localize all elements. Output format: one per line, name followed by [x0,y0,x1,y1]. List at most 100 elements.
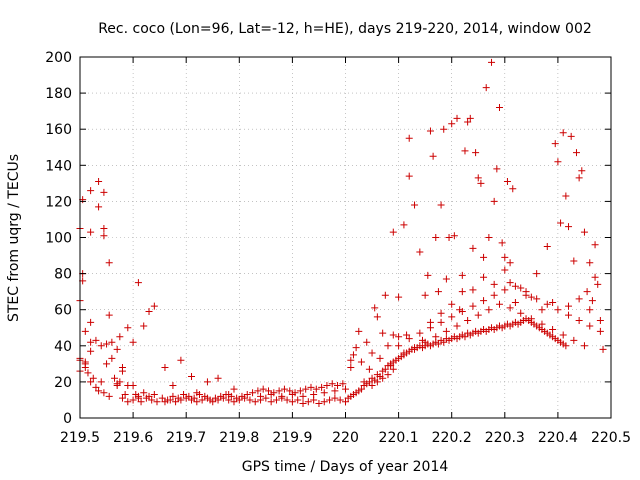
data-point [150,302,158,310]
data-point [84,369,92,377]
data-point [209,398,217,406]
data-point [557,219,565,227]
data-point [506,279,514,287]
data-point [509,185,517,193]
data-point [395,293,403,301]
data-point [586,322,594,330]
data-point [336,396,344,404]
x-tick-label: 219.7 [166,430,206,446]
data-point [416,248,424,256]
data-point [565,311,573,319]
data-point [320,389,328,397]
data-point [480,273,488,281]
data-point [87,338,95,346]
data-point [490,291,498,299]
data-point [363,338,371,346]
data-point [203,378,211,386]
x-axis-label: GPS time / Days of year 2014 [242,459,449,475]
data-point [349,351,357,359]
grid-lines [80,57,611,418]
data-point [429,152,437,160]
data-point [437,201,445,209]
data-point [89,374,97,382]
data-point [140,389,148,397]
data-point [551,140,559,148]
data-point [142,394,150,402]
data-point [259,385,267,393]
data-point [474,311,482,319]
data-point [267,391,275,399]
y-tick-label: 60 [54,303,72,319]
data-point [92,383,100,391]
data-point [594,280,602,288]
data-point [559,331,567,339]
data-point [198,396,206,404]
data-point [278,392,286,400]
data-point [219,394,227,402]
data-point [97,378,105,386]
data-point [331,387,339,395]
data-point [357,358,365,366]
data-point [129,382,137,390]
data-point [403,331,411,339]
data-point [437,309,445,317]
y-tick-label: 20 [54,375,72,391]
data-point [501,266,509,274]
data-point [137,398,145,406]
data-point [302,385,310,393]
y-tick-label: 160 [45,122,72,138]
data-point [421,291,429,299]
data-point [575,174,583,182]
data-point [134,392,142,400]
data-point [103,340,111,348]
data-point [100,232,108,240]
data-point [440,125,448,133]
x-tick-label: 220.3 [485,430,525,446]
data-point [243,391,251,399]
data-point [432,234,440,241]
data-point [158,394,166,402]
data-point [474,174,482,182]
data-point [588,297,596,305]
data-point [227,392,235,400]
data-point [432,333,440,341]
data-point [464,317,472,325]
data-point [105,259,113,267]
data-point [108,354,116,362]
x-tick-label: 219.8 [219,430,259,446]
data-point [472,149,480,157]
data-point [134,279,142,287]
data-point [458,288,466,296]
data-point [169,392,177,400]
y-tick-label: 40 [54,339,72,355]
data-point [113,345,121,353]
data-point [448,300,456,308]
data-point [506,304,514,312]
data-point [111,374,119,382]
data-point [108,338,116,346]
data-point [373,378,381,386]
data-point [488,58,496,66]
y-tick-label: 120 [45,194,72,210]
data-point [554,306,562,314]
data-point [352,344,360,352]
data-point [549,298,557,306]
data-point [342,398,349,406]
data-point [554,158,562,166]
y-tick-label: 0 [63,411,72,427]
x-tick-label: 220.2 [432,430,472,446]
data-point [262,394,270,402]
data-point [458,308,466,316]
x-tick-label: 220.5 [591,430,631,446]
data-point [87,187,95,195]
data-point [493,165,501,173]
data-point [103,360,111,368]
data-point [596,317,604,325]
data-point [230,385,238,393]
data-point [565,302,573,310]
data-point [501,286,509,294]
data-point [188,396,196,404]
data-point [466,114,474,122]
data-point [395,333,403,341]
